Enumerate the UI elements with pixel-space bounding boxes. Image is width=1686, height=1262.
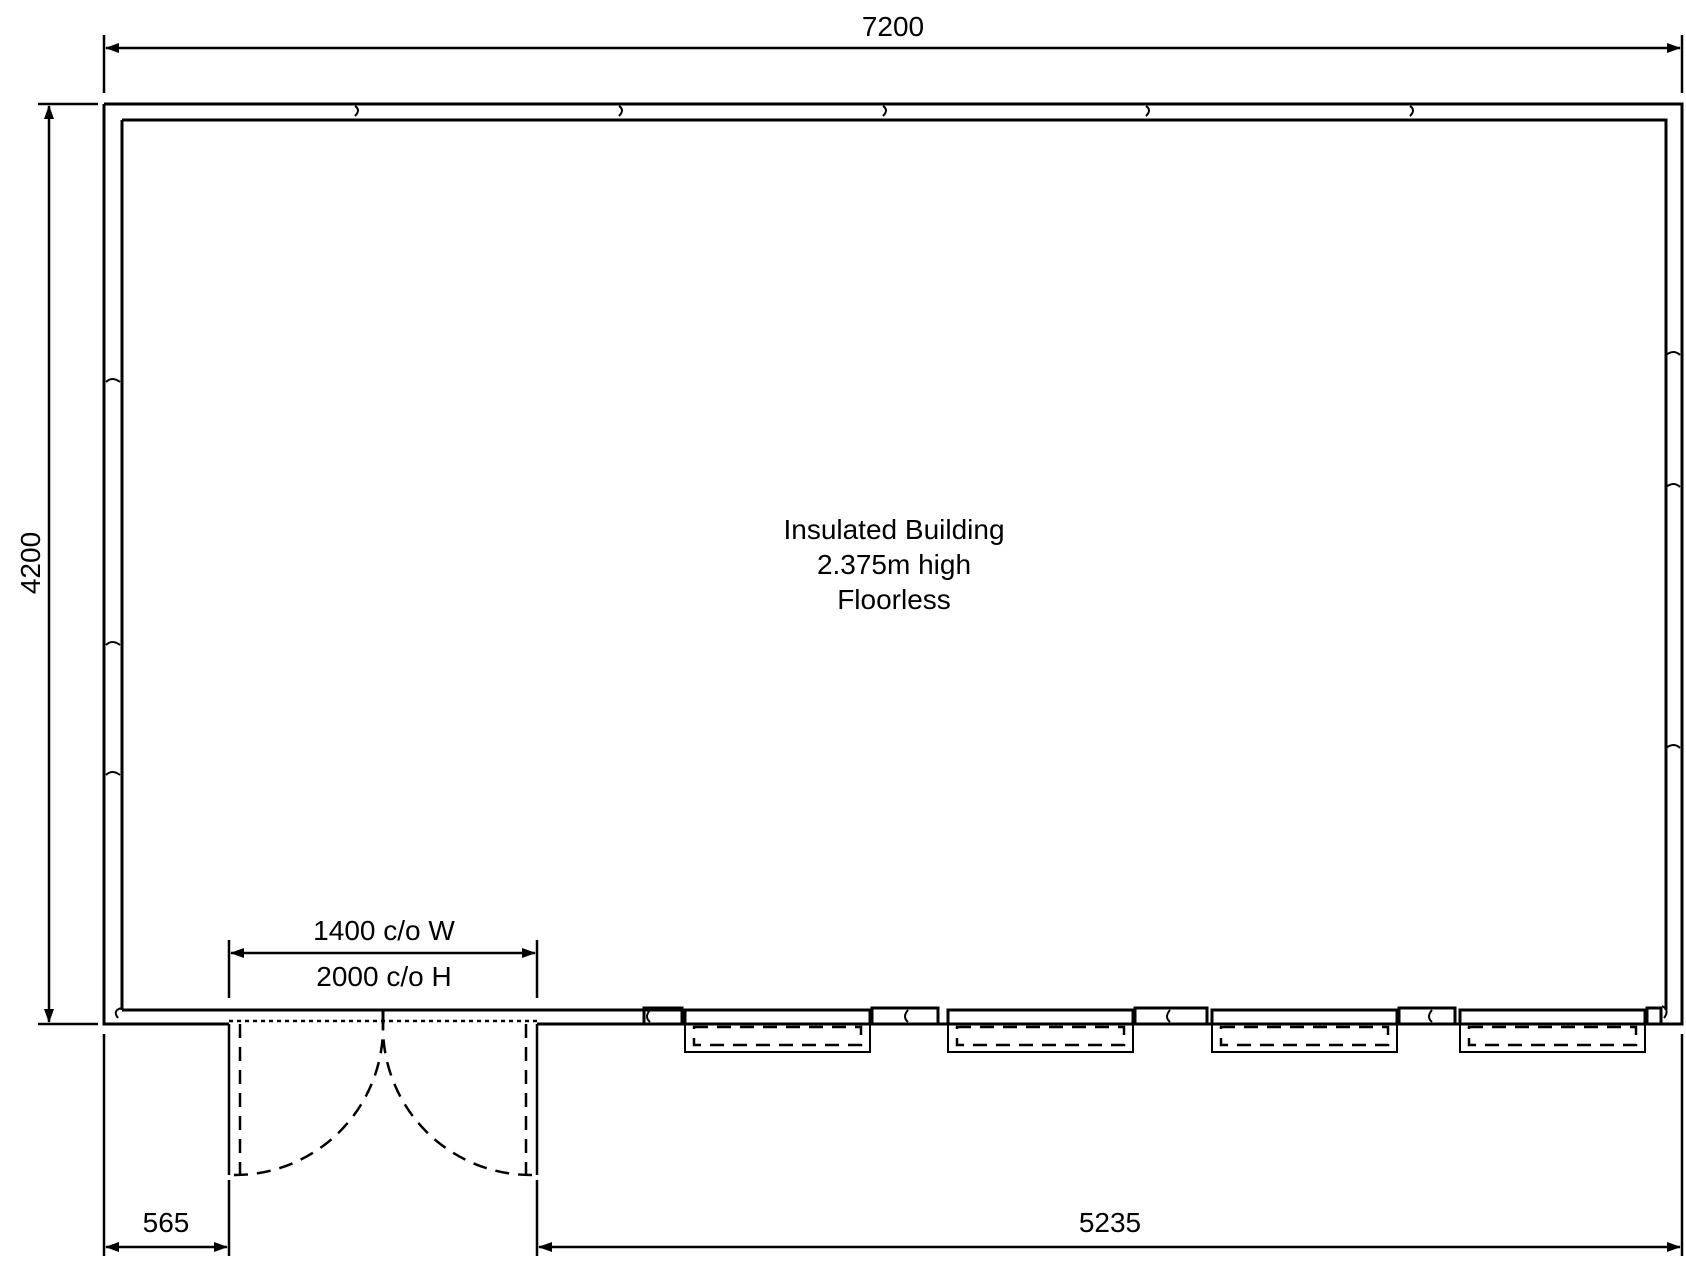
overall-width-dimension: 7200	[102, 11, 1684, 93]
overall-depth-label: 4200	[15, 532, 46, 594]
double-door	[227, 1008, 539, 1177]
building-description: Insulated Building 2.375m high Floorless	[783, 514, 1004, 615]
front-windows	[642, 1006, 1663, 1053]
building-floor-label: Floorless	[837, 584, 951, 615]
door-dimension: 1400 c/o W 2000 c/o H	[227, 915, 539, 998]
right-offset-label: 5235	[1079, 1207, 1141, 1238]
door-width-label: 1400 c/o W	[313, 915, 455, 946]
door-height-label: 2000 c/o H	[316, 961, 451, 992]
building-type-label: Insulated Building	[783, 514, 1004, 545]
bottom-dimensions: 565 5235	[102, 1034, 1684, 1256]
overall-width-label: 7200	[862, 11, 924, 42]
left-offset-label: 565	[143, 1207, 190, 1238]
building-height-label: 2.375m high	[817, 549, 971, 580]
overall-depth-dimension: 4200	[15, 102, 98, 1026]
